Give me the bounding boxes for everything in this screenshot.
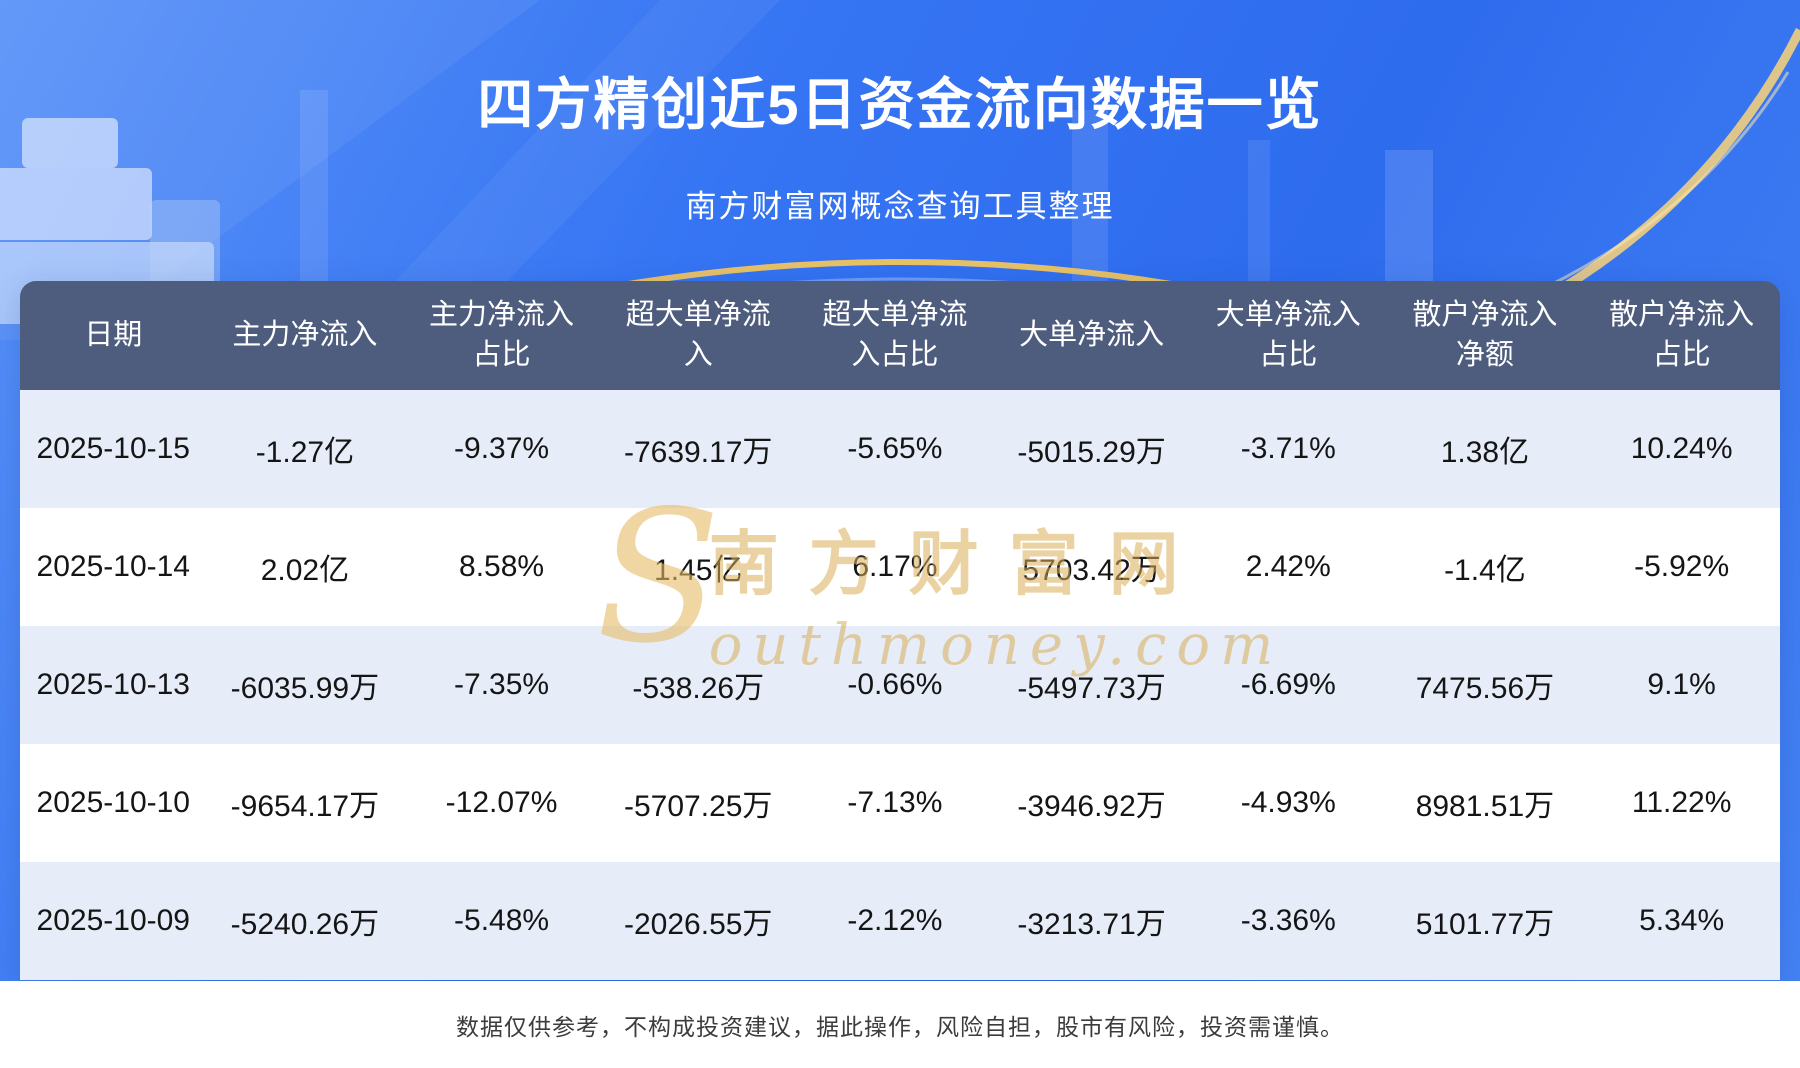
value-cell: 5.34%	[1583, 862, 1780, 980]
date-cell: 2025-10-15	[20, 390, 207, 508]
value-cell: -5240.26万	[206, 862, 404, 980]
value-cell: -5.48%	[403, 862, 600, 980]
value-cell: -5497.73万	[993, 626, 1190, 744]
fund-flow-table-grid: 日期 主力净流入 主力净流入 占比 超大单净流 入超大单净流 入占比 大单净流入 大单净流…	[20, 281, 1780, 980]
column-header-1: 日期	[20, 281, 207, 390]
value-cell: 6.17%	[796, 508, 994, 626]
value-cell: -4.93%	[1189, 744, 1387, 862]
fund-flow-table: 日期 主力净流入 主力净流入 占比 超大单净流 入超大单净流 入占比 大单净流入 大单净流…	[20, 281, 1780, 980]
value-cell: 9.1%	[1583, 626, 1780, 744]
value-cell: 1.38亿	[1386, 390, 1584, 508]
value-cell: -3946.92万	[993, 744, 1190, 862]
value-cell: -1.27亿	[206, 390, 404, 508]
value-cell: 7475.56万	[1386, 626, 1584, 744]
disclaimer-bar: 数据仅供参考，不构成投资建议，据此操作，风险自担，股市有风险，投资需谨慎。	[0, 981, 1800, 1068]
column-header-7: 大单净流入 占比	[1189, 281, 1387, 390]
value-cell: -2.12%	[796, 862, 994, 980]
light-beam	[1248, 140, 1270, 325]
value-cell: 8.58%	[403, 508, 600, 626]
column-header-3: 主力净流入 占比	[403, 281, 600, 390]
table-row: 2025-10-13 -6035.99万 -7.35% -538.26万 -0.66% -…	[20, 626, 1780, 744]
value-cell: -5015.29万	[993, 390, 1190, 508]
value-cell: -1.4亿	[1386, 508, 1584, 626]
value-cell: 2.02亿	[206, 508, 404, 626]
value-cell: -7.35%	[403, 626, 600, 744]
value-cell: -6035.99万	[206, 626, 404, 744]
disclaimer-text: 数据仅供参考，不构成投资建议，据此操作，风险自担，股市有风险，投资需谨慎。	[456, 1013, 1344, 1040]
value-cell: -538.26万	[599, 626, 797, 744]
value-cell: 2.42%	[1189, 508, 1387, 626]
value-cell: -9654.17万	[206, 744, 404, 862]
value-cell: 5703.42万	[993, 508, 1190, 626]
value-cell: -9.37%	[403, 390, 600, 508]
table-header-row: 日期 主力净流入 主力净流入 占比 超大单净流 入超大单净流 入占比 大单净流入 大单净流…	[20, 281, 1780, 390]
value-cell: -3.71%	[1189, 390, 1387, 508]
value-cell: -3.36%	[1189, 862, 1387, 980]
date-cell: 2025-10-10	[20, 744, 207, 862]
page-subtitle: 南方财富网概念查询工具整理	[685, 189, 1115, 224]
value-cell: -5.92%	[1583, 508, 1780, 626]
value-cell: 11.22%	[1583, 744, 1780, 862]
light-beam	[340, 0, 780, 340]
value-cell: -5707.25万	[599, 744, 797, 862]
value-cell: 10.24%	[1583, 390, 1780, 508]
value-cell: -7639.17万	[599, 390, 797, 508]
value-cell: -12.07%	[403, 744, 600, 862]
value-cell: -7.13%	[796, 744, 994, 862]
date-cell: 2025-10-14	[20, 508, 207, 626]
page-title: 四方精创近5日资金流向数据一览	[477, 73, 1323, 136]
value-cell: -6.69%	[1189, 626, 1387, 744]
value-cell: 8981.51万	[1386, 744, 1584, 862]
table-body: 2025-10-15 -1.27亿 -9.37% -7639.17万 -5.65% -50…	[20, 390, 1780, 980]
column-header-4: 超大单净流 入	[599, 281, 797, 390]
column-header-8: 散户净流入 净额	[1386, 281, 1584, 390]
light-beam	[300, 90, 328, 310]
value-cell: -2026.55万	[599, 862, 797, 980]
value-cell: 1.45亿	[599, 508, 797, 626]
column-header-9: 散户净流入 占比	[1583, 281, 1780, 390]
table-row: 2025-10-15 -1.27亿 -9.37% -7639.17万 -5.65% -50…	[20, 390, 1780, 508]
date-cell: 2025-10-09	[20, 862, 207, 980]
column-header-6: 大单净流入	[993, 281, 1190, 390]
table-row: 2025-10-10 -9654.17万 -12.07% -5707.25万 -7.13…	[20, 744, 1780, 862]
date-cell: 2025-10-13	[20, 626, 207, 744]
table-row: 2025-10-09 -5240.26万 -5.48% -2026.55万 -2.12%…	[20, 862, 1780, 980]
value-cell: -5.65%	[796, 390, 994, 508]
table-row: 2025-10-14 2.02亿 8.58% 1.45亿 6.17% 5703.42万 2.…	[20, 508, 1780, 626]
value-cell: 5101.77万	[1386, 862, 1584, 980]
value-cell: -0.66%	[796, 626, 994, 744]
column-header-5: 超大单净流 入占比	[796, 281, 994, 390]
value-cell: -3213.71万	[993, 862, 1190, 980]
column-header-2: 主力净流入	[206, 281, 404, 390]
header: 四方精创近5日资金流向数据一览 南方财富网概念查询工具整理	[0, 0, 1800, 226]
